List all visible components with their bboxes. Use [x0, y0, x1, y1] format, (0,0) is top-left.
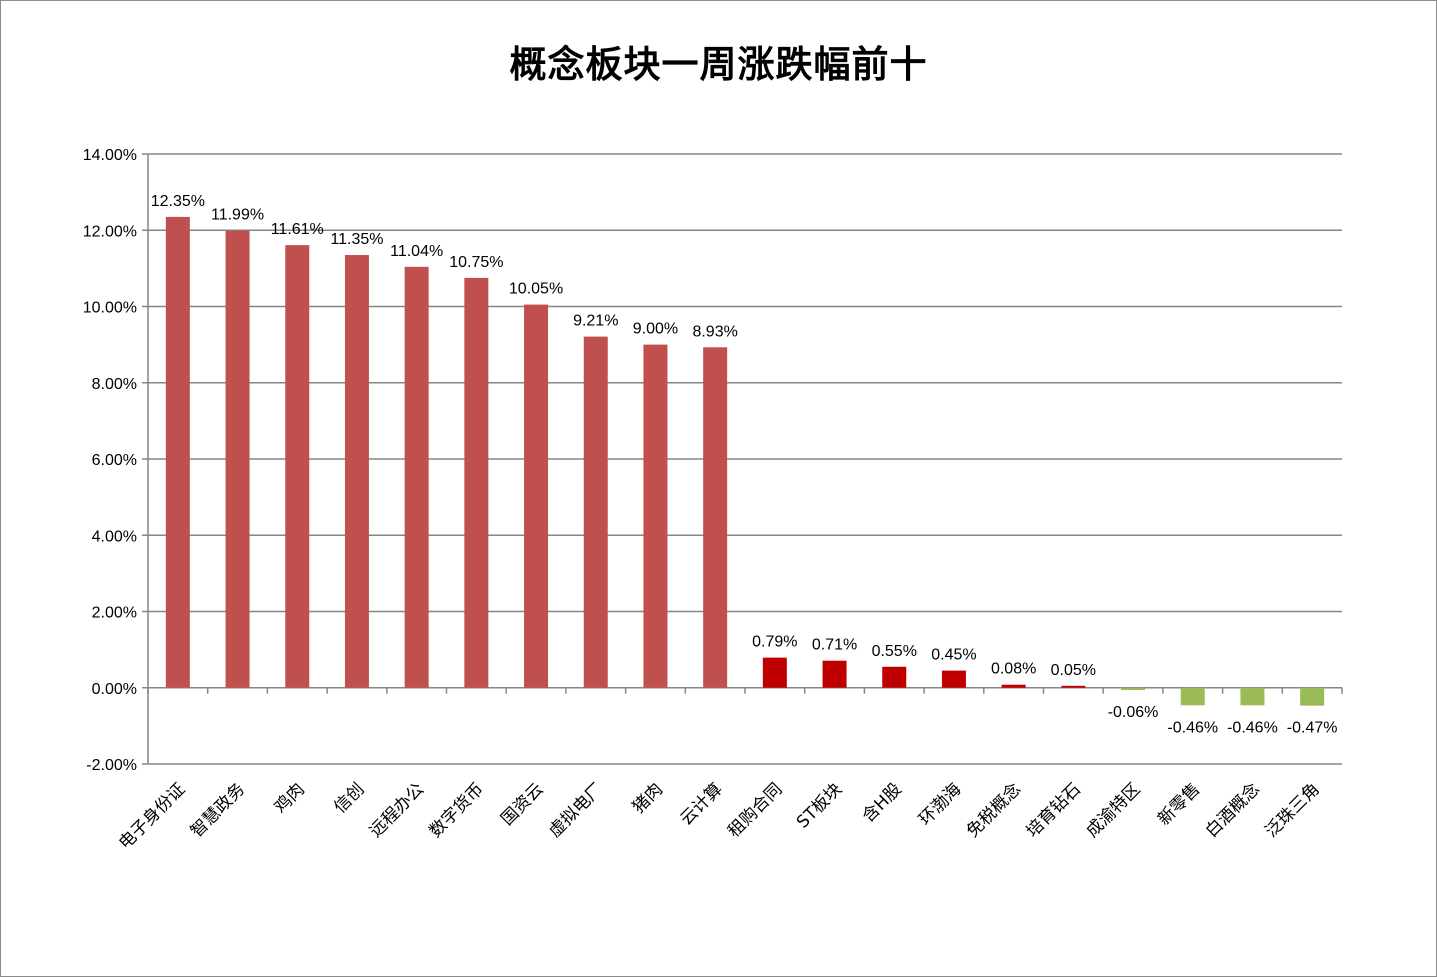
data-label: 11.99% — [211, 207, 264, 224]
category-label: 数字货币 — [426, 779, 488, 841]
data-label: 0.08% — [991, 661, 1036, 678]
bar — [882, 666, 907, 688]
y-tick-label: 0.00% — [92, 681, 137, 698]
bar — [762, 657, 787, 688]
y-tick-label: 4.00% — [92, 528, 137, 545]
data-label: 10.75% — [449, 254, 503, 271]
category-label: 虚拟电厂 — [545, 779, 607, 841]
bar — [1180, 687, 1205, 706]
y-tick-label: 10.00% — [83, 300, 137, 317]
bars — [165, 216, 1325, 706]
category-label: 成渝特区 — [1082, 779, 1144, 841]
data-label: 9.00% — [633, 321, 678, 338]
data-label: 11.61% — [271, 221, 324, 238]
gridlines — [148, 153, 1342, 765]
y-tick-label: 2.00% — [92, 605, 137, 622]
bar — [165, 216, 190, 688]
data-label: -0.46% — [1227, 719, 1278, 736]
data-label: 0.79% — [752, 634, 797, 651]
bar — [822, 660, 847, 688]
data-label: 0.71% — [812, 637, 857, 654]
data-label: 0.55% — [872, 643, 917, 660]
category-label: 培育钻石 — [1023, 779, 1085, 841]
bar — [643, 344, 668, 688]
data-label: 11.04% — [390, 243, 443, 260]
data-label: 12.35% — [151, 193, 205, 210]
y-tick-label: -2.00% — [86, 757, 137, 774]
bar — [1001, 684, 1026, 688]
bar — [1300, 687, 1325, 706]
bar — [703, 347, 728, 688]
data-label: -0.06% — [1108, 704, 1159, 721]
bar — [404, 266, 429, 688]
data-label: 9.21% — [573, 313, 618, 330]
bar — [583, 336, 608, 688]
bar — [225, 230, 250, 688]
category-label: ST板块 — [793, 779, 846, 832]
bar — [344, 255, 369, 688]
data-labels: 12.35% 11.99% 11.61% 11.35% 11.04% 10.75% 10.0… — [151, 193, 1338, 737]
category-label: 免税概念 — [962, 779, 1025, 842]
category-label: 远程办公 — [366, 779, 428, 841]
category-label: 信创 — [330, 779, 368, 817]
y-tick-label: 14.00% — [83, 147, 137, 164]
category-label: 新零售 — [1154, 779, 1204, 829]
bar — [285, 245, 310, 688]
category-label: 租购合同 — [724, 779, 786, 841]
chart-title: 概念板块一周涨跌幅前十 — [509, 42, 928, 86]
data-label: 11.35% — [330, 231, 383, 248]
axes: -2.00% 0.00% 2.00% 4.00% 6.00% 8.00% 10.00% 12.… — [83, 147, 1343, 774]
y-tick-label: 8.00% — [92, 376, 137, 393]
category-label: 云计算 — [676, 779, 726, 829]
bar — [1240, 687, 1265, 706]
bar — [1121, 687, 1146, 691]
category-label: 鸡肉 — [271, 779, 309, 817]
category-label: 白酒概念 — [1201, 779, 1264, 842]
data-label: -0.47% — [1287, 720, 1338, 737]
category-label: 电子身份证 — [115, 779, 189, 853]
category-label: 国资云 — [497, 779, 547, 829]
category-label: 环渤海 — [915, 779, 965, 829]
category-label: 含H股 — [859, 779, 906, 826]
category-label: 猪肉 — [629, 779, 667, 817]
data-label: 8.93% — [692, 323, 737, 340]
bar — [464, 277, 489, 688]
category-label: 智慧政务 — [187, 779, 249, 841]
data-label: -0.46% — [1167, 719, 1218, 736]
data-label: 0.45% — [931, 647, 976, 664]
bar — [941, 670, 966, 688]
category-label: 泛珠三角 — [1261, 779, 1323, 841]
bar — [1061, 685, 1086, 688]
bar — [524, 304, 549, 688]
data-label: 10.05% — [509, 281, 563, 298]
y-tick-label: 12.00% — [83, 223, 137, 240]
y-tick-label: 6.00% — [92, 452, 137, 469]
data-label: 0.05% — [1051, 662, 1096, 679]
